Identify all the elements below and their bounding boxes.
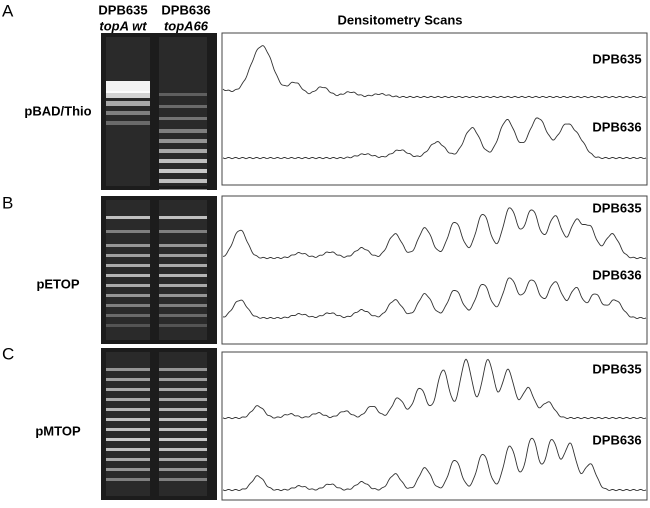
gel-lane (159, 200, 207, 340)
gel-band (159, 244, 207, 247)
gel-band (159, 169, 207, 173)
gel-band (106, 408, 150, 411)
gel-band (106, 294, 150, 297)
trace-label: DPB636 (592, 432, 641, 447)
gel-band (106, 101, 150, 106)
trace-label: DPB635 (592, 200, 641, 215)
gel-band (106, 230, 150, 233)
gel-band (106, 284, 150, 287)
strain-label: DPB635 (98, 2, 147, 17)
gel-band (159, 314, 207, 317)
panel-letter: B (2, 193, 13, 212)
gel-band (106, 368, 150, 371)
densitometry-trace (222, 358, 647, 420)
gel-band (159, 149, 207, 153)
gel-band (159, 304, 207, 307)
gel-band (159, 478, 207, 481)
gel-band (159, 189, 207, 193)
plasmid-label: pETOP (36, 276, 79, 291)
gel-band (159, 458, 207, 461)
scan-box (221, 195, 648, 345)
gel-band (106, 478, 150, 481)
gel-band (159, 468, 207, 471)
trace-label: DPB635 (592, 361, 641, 376)
gel-band (159, 418, 207, 421)
gel-band (159, 264, 207, 267)
trace-label: DPB636 (592, 119, 641, 134)
gel-band (106, 378, 150, 381)
gel-lane (106, 200, 150, 340)
gel-band (159, 274, 207, 277)
gel-band (106, 121, 150, 125)
gel-band (159, 438, 207, 441)
plasmid-label: pMTOP (35, 423, 81, 438)
gel-band (106, 428, 150, 431)
densitometry-trace (222, 277, 647, 320)
gel-band (159, 388, 207, 391)
gel-band (106, 458, 150, 461)
gel-band (159, 117, 207, 120)
gel-band (106, 254, 150, 257)
gel-band (159, 230, 207, 233)
gel-band (106, 81, 150, 93)
panel-letter: C (2, 344, 14, 363)
gel-band (106, 91, 150, 98)
scans-title: Densitometry Scans (338, 12, 463, 27)
scan-box (221, 351, 648, 501)
gel-band (159, 378, 207, 381)
gel-band (159, 408, 207, 411)
gel-lane (106, 37, 150, 186)
gel-band (159, 448, 207, 451)
gel-band (106, 111, 150, 115)
gel-band (106, 304, 150, 307)
gel-band (159, 159, 207, 163)
gel-band (106, 324, 150, 327)
gel-band (106, 398, 150, 401)
gel-band (106, 468, 150, 471)
gel-band (106, 418, 150, 421)
gel-band (159, 254, 207, 257)
gel-band (106, 274, 150, 277)
gel-band (106, 244, 150, 247)
gel-band (159, 398, 207, 401)
gel-band (159, 428, 207, 431)
panel-letter: A (2, 1, 14, 20)
genotype-label: topA wt (99, 18, 147, 33)
gel-band (159, 284, 207, 287)
gel-band (106, 388, 150, 391)
gel-band (159, 105, 207, 108)
gel-lane (106, 352, 150, 496)
scan-box (221, 32, 648, 186)
gel-band (106, 216, 150, 219)
densitometry-trace (222, 437, 647, 492)
gel-band (159, 368, 207, 371)
gel-band (159, 139, 207, 143)
densitometry-trace (223, 207, 647, 260)
gel-band (159, 324, 207, 327)
gel-band (159, 216, 207, 219)
trace-label: DPB635 (592, 51, 641, 66)
densitometry-trace (222, 45, 647, 99)
gel-band (106, 314, 150, 317)
strain-label: DPB636 (161, 2, 210, 17)
gel-band (106, 264, 150, 267)
gel-band (106, 448, 150, 451)
gel-band (159, 93, 207, 96)
gel-band (159, 129, 207, 133)
plasmid-label: pBAD/Thio (24, 103, 91, 118)
gel-band (106, 438, 150, 441)
densitometry-trace (222, 117, 647, 160)
gel-lane (159, 352, 207, 496)
genotype-label: topA66 (164, 18, 209, 33)
trace-label: DPB636 (592, 267, 641, 282)
gel-band (159, 294, 207, 297)
gel-band (159, 179, 207, 183)
gel-lane (159, 37, 207, 186)
